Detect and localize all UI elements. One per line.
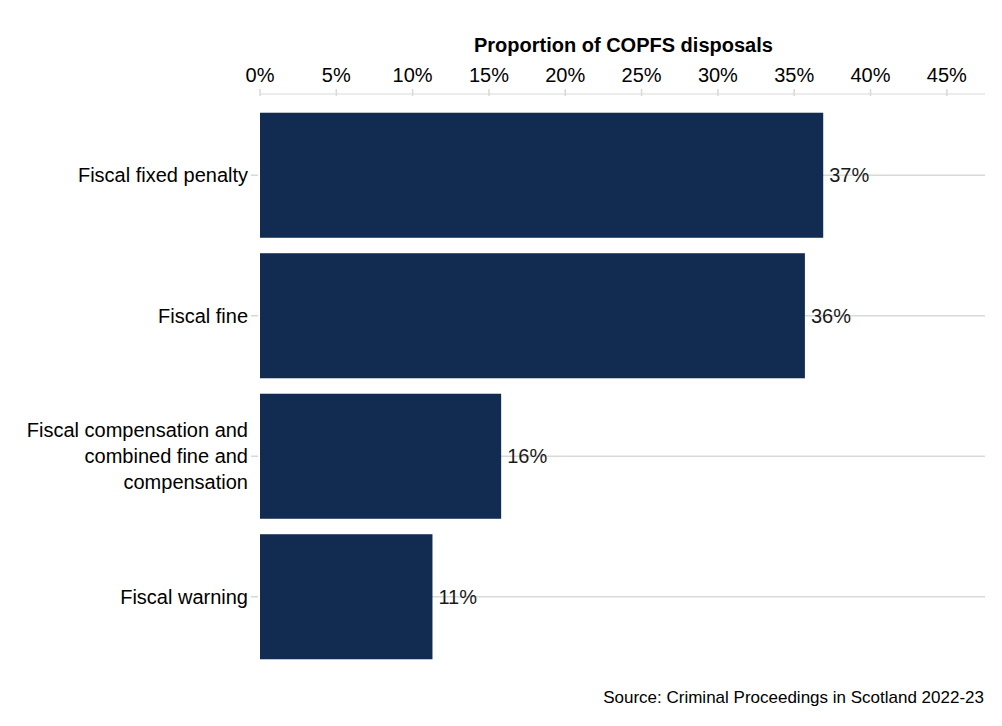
bar [260, 113, 823, 238]
bars [260, 113, 823, 660]
x-tick [870, 89, 872, 96]
bar [260, 534, 432, 659]
x-tick-label: 0% [246, 64, 275, 86]
category-label: Fiscal warning [120, 586, 248, 608]
category-label: Fiscal fixed penalty [78, 164, 248, 186]
bar [260, 253, 805, 378]
category-label: Fiscal fine [158, 305, 248, 327]
x-tick-label: 45% [927, 64, 967, 86]
category-label: Fiscal compensation and combined fine and… [27, 419, 248, 493]
x-tick-label: 30% [698, 64, 738, 86]
x-tick-label: 35% [774, 64, 814, 86]
y-tick [251, 315, 258, 317]
x-tick [793, 89, 795, 96]
data-label: 16% [507, 445, 547, 467]
x-tick [259, 89, 261, 96]
x-tick [717, 89, 719, 96]
x-tick [946, 89, 948, 96]
x-tick-label: 40% [851, 64, 891, 86]
y-tick [251, 456, 258, 458]
x-tick-label: 10% [393, 64, 433, 86]
x-tick [336, 89, 338, 96]
source: Source: Criminal Proceedings in Scotland… [603, 688, 984, 707]
category-label-line: combined fine and [85, 445, 248, 467]
x-tick-label: 20% [545, 64, 585, 86]
x-axis-title: Proportion of COPFS disposals [474, 34, 773, 56]
category-label-line: Fiscal fixed penalty [78, 164, 248, 186]
category-label-line: compensation [123, 471, 248, 493]
x-tick-label: 5% [322, 64, 351, 86]
x-tick-label: 25% [622, 64, 662, 86]
bar [260, 394, 501, 519]
y-tick [251, 596, 258, 598]
x-tick [488, 89, 490, 96]
category-label-line: Fiscal compensation and [27, 419, 248, 441]
category-label-line: Fiscal warning [120, 586, 248, 608]
data-label: 11% [438, 586, 477, 608]
data-label: 37% [829, 164, 869, 186]
x-tick [565, 89, 567, 96]
category-label-line: Fiscal fine [158, 305, 248, 327]
x-tick [412, 89, 414, 96]
chart: 0% 5% 10% 15% 20% 25% 30% 35% 40% 45% Proportion o… [0, 0, 1002, 726]
y-tick [251, 175, 258, 177]
x-tick-label: 15% [469, 64, 509, 86]
x-tick [641, 89, 643, 96]
data-label: 36% [811, 305, 851, 327]
x-axis-line [260, 94, 985, 95]
